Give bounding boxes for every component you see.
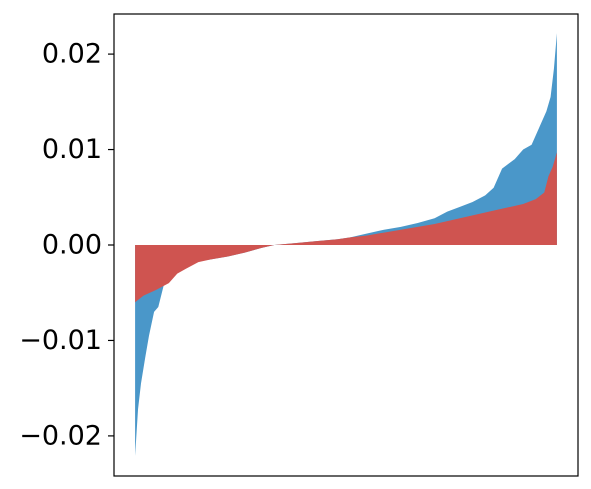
area-series-group	[135, 33, 557, 456]
y-tick-label: 0.01	[42, 134, 102, 165]
y-tick-label: −0.02	[19, 420, 102, 451]
area-series-2	[135, 152, 557, 303]
y-tick-label: 0.00	[42, 230, 102, 261]
y-axis: −0.02 −0.01 0.00 0.01 0.02	[19, 39, 114, 451]
y-tick-label: 0.02	[42, 39, 102, 70]
y-tick-label: −0.01	[19, 325, 102, 356]
